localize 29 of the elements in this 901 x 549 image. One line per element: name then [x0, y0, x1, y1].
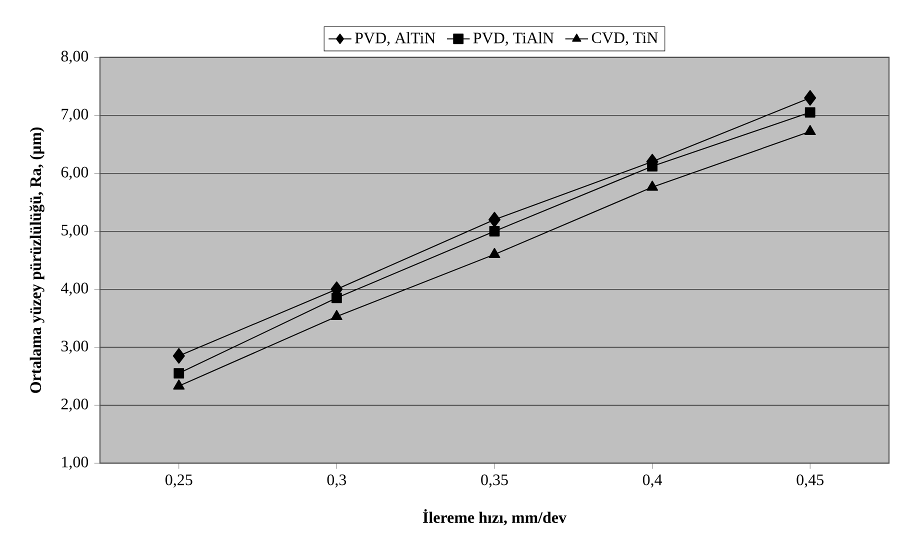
y-tick-label: 4,00 — [61, 282, 88, 296]
y-tick-label: 3,00 — [61, 340, 88, 354]
y-tick-label: 5,00 — [62, 224, 88, 238]
x-tick-label: 0,35 — [481, 474, 508, 488]
x-tick-label: 0,45 — [796, 474, 824, 488]
point — [172, 348, 185, 364]
x-tick-label: 0,25 — [165, 474, 192, 488]
point — [174, 368, 184, 378]
legend-label: PVD, TiAlN — [473, 32, 554, 46]
y-tick-label: 7,00 — [62, 108, 88, 122]
y-tick-label: 1,00 — [62, 456, 88, 470]
point — [330, 310, 342, 320]
point — [804, 90, 816, 106]
point — [173, 379, 185, 390]
x-tick-label: 0,3 — [327, 474, 346, 488]
point — [489, 226, 500, 236]
x-axis-title: İlereme hızı, mm/dev — [423, 509, 567, 526]
point — [331, 292, 342, 304]
point — [646, 180, 658, 191]
point — [804, 107, 816, 118]
y-tick-label: 6,00 — [61, 166, 88, 180]
point — [488, 248, 500, 258]
x-tick-label: 0,4 — [642, 474, 662, 488]
legend-label: PVD, AlTiN — [355, 32, 436, 46]
y-tick-label: 2,00 — [61, 398, 88, 412]
legend-label: CVD, TiN — [592, 32, 658, 46]
point — [488, 212, 501, 228]
y-axis-title: Ortalama yüzey pürüzlülüğü, Ra, (µm) — [30, 127, 44, 393]
y-tick-label: 8,00 — [61, 50, 88, 64]
